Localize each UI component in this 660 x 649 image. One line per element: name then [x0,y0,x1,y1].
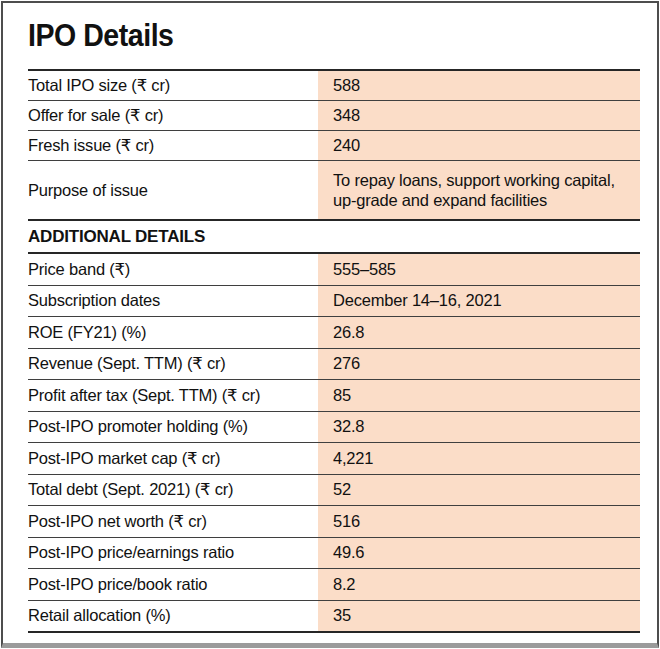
row-value: 555–585 [318,254,640,285]
row-value: 26.8 [318,317,640,348]
table-row: ROE (FY21) (%) 26.8 [28,317,640,349]
table-row: Offer for sale (₹ cr) 348 [28,101,640,131]
row-label: Fresh issue (₹ cr) [28,131,318,160]
row-value: 32.8 [318,412,640,443]
table-row: Price band (₹) 555–585 [28,254,640,286]
row-value: 49.6 [318,538,640,569]
table-row: Post-IPO promoter holding (%) 32.8 [28,412,640,444]
row-label: Post-IPO market cap (₹ cr) [28,443,318,474]
row-value: 4,221 [318,443,640,474]
row-value: 276 [318,349,640,380]
table-row: Post-IPO market cap (₹ cr) 4,221 [28,443,640,475]
table-row: Subscription dates December 14–16, 2021 [28,286,640,318]
row-label: Revenue (Sept. TTM) (₹ cr) [28,349,318,380]
row-label: ROE (FY21) (%) [28,317,318,348]
row-label: Profit after tax (Sept. TTM) (₹ cr) [28,380,318,411]
row-value: 240 [318,131,640,160]
row-label: Subscription dates [28,286,318,317]
row-label: Purpose of issue [28,161,318,219]
page-title: IPO Details [28,18,591,54]
table-row: Post-IPO price/earnings ratio 49.6 [28,538,640,570]
main-details-table: Total IPO size (₹ cr) 588 Offer for sale… [28,71,640,221]
row-label: Post-IPO promoter holding (%) [28,412,318,443]
row-value: 516 [318,506,640,537]
row-label: Post-IPO price/book ratio [28,569,318,600]
row-value: 35 [318,601,640,632]
row-value: To repay loans, support working capital,… [318,161,640,219]
row-label: Post-IPO net worth (₹ cr) [28,506,318,537]
table-row: Purpose of issue To repay loans, support… [28,161,640,221]
row-value: 52 [318,475,640,506]
row-label: Retail allocation (%) [28,601,318,632]
row-label: Price band (₹) [28,254,318,285]
table-row: Post-IPO price/book ratio 8.2 [28,569,640,601]
row-label: Total debt (Sept. 2021) (₹ cr) [28,475,318,506]
table-row: Profit after tax (Sept. TTM) (₹ cr) 85 [28,380,640,412]
table-row: Fresh issue (₹ cr) 240 [28,131,640,161]
additional-details-table: Price band (₹) 555–585 Subscription date… [28,254,640,633]
table-row: Retail allocation (%) 35 [28,601,640,634]
table-row: Total IPO size (₹ cr) 588 [28,71,640,101]
row-value: December 14–16, 2021 [318,286,640,317]
row-label: Total IPO size (₹ cr) [28,71,318,100]
ipo-details-card: IPO Details Total IPO size (₹ cr) 588 Of… [1,1,659,648]
row-value: 85 [318,380,640,411]
card-content: IPO Details Total IPO size (₹ cr) 588 Of… [3,18,657,633]
row-label: Offer for sale (₹ cr) [28,101,318,130]
row-value: 588 [318,71,640,100]
row-value: 348 [318,101,640,130]
additional-details-header: ADDITIONAL DETAILS [28,221,640,254]
row-value: 8.2 [318,569,640,600]
table-row: Revenue (Sept. TTM) (₹ cr) 276 [28,349,640,381]
table-row: Total debt (Sept. 2021) (₹ cr) 52 [28,475,640,507]
table-row: Post-IPO net worth (₹ cr) 516 [28,506,640,538]
row-label: Post-IPO price/earnings ratio [28,538,318,569]
